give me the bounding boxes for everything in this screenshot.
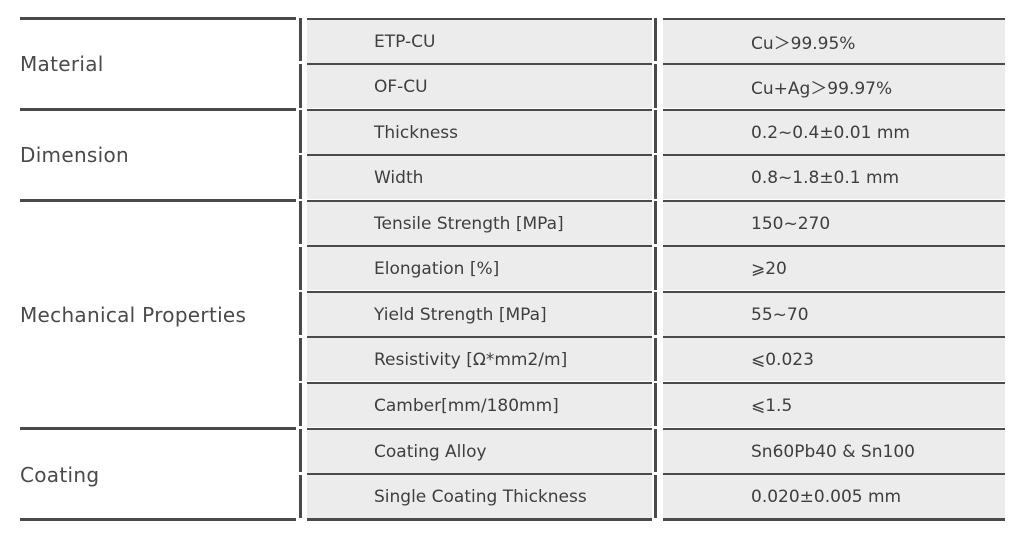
property-cell: Camber[mm/180mm] — [307, 382, 652, 427]
column-divider — [299, 475, 302, 518]
value-cell: ⩽0.023 — [663, 336, 1005, 381]
column-divider — [299, 110, 302, 153]
property-cell: Elongation [%] — [307, 245, 652, 290]
value-cell: 0.020±0.005 mm — [663, 473, 1005, 518]
column-divider — [299, 201, 302, 244]
table-bottom-border — [663, 518, 1005, 521]
value-cell: Sn60Pb40 & Sn100 — [663, 428, 1005, 473]
column-divider — [299, 429, 302, 472]
property-cell: ETP-CU — [307, 18, 652, 63]
group-label-coating: Coating — [20, 427, 296, 519]
column-divider — [299, 383, 302, 426]
value-cell: 0.8~1.8±0.1 mm — [663, 154, 1005, 199]
value-cell: 55~70 — [663, 291, 1005, 336]
value-cell: 0.2~0.4±0.01 mm — [663, 109, 1005, 154]
value-cell: ⩾20 — [663, 245, 1005, 290]
column-divider — [654, 201, 657, 244]
value-cell: Cu＞99.95% — [663, 18, 1005, 63]
value-cell: Cu+Ag＞99.97% — [663, 63, 1005, 108]
column-divider — [299, 292, 302, 335]
property-cell: Single Coating Thickness — [307, 473, 652, 518]
property-cell: Coating Alloy — [307, 428, 652, 473]
property-cell: Tensile Strength [MPa] — [307, 200, 652, 245]
property-cell: OF-CU — [307, 63, 652, 108]
column-divider — [654, 18, 657, 61]
column-divider — [654, 247, 657, 290]
value-cell: ⩽1.5 — [663, 382, 1005, 427]
column-divider — [654, 475, 657, 518]
column-divider — [654, 110, 657, 153]
column-divider — [299, 155, 302, 199]
column-divider — [299, 18, 302, 61]
column-divider — [654, 292, 657, 335]
column-divider — [654, 64, 657, 108]
table-bottom-border — [20, 518, 296, 521]
column-divider — [299, 247, 302, 290]
group-label-dimension: Dimension — [20, 108, 296, 199]
table-bottom-border — [307, 518, 652, 521]
column-divider — [299, 64, 302, 108]
property-cell: Yield Strength [MPa] — [307, 291, 652, 336]
column-divider — [654, 338, 657, 381]
property-cell: Resistivity [Ω*mm2/m] — [307, 336, 652, 381]
column-divider — [654, 383, 657, 426]
group-label-material: Material — [20, 17, 296, 108]
group-label-mechanical-properties: Mechanical Properties — [20, 199, 296, 427]
column-divider — [299, 338, 302, 381]
column-divider — [654, 429, 657, 472]
value-cell: 150~270 — [663, 200, 1005, 245]
property-cell: Thickness — [307, 109, 652, 154]
property-cell: Width — [307, 154, 652, 199]
column-divider — [654, 155, 657, 199]
